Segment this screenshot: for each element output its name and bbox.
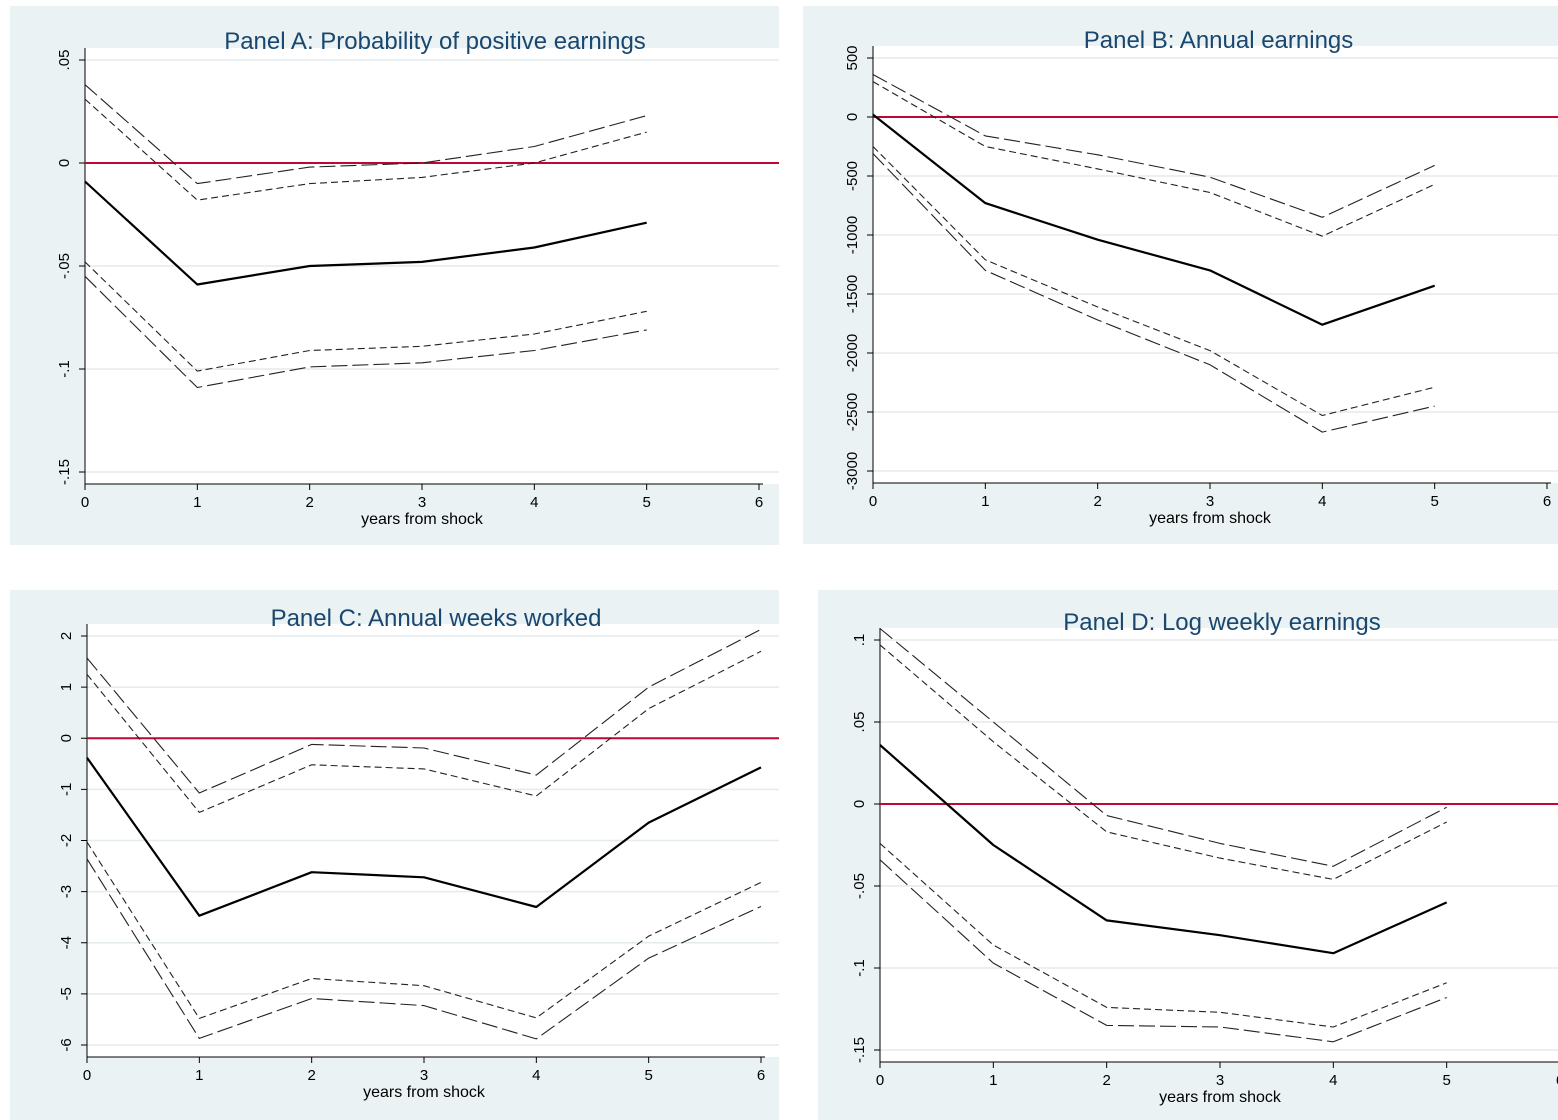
confidence-band-line: [872, 146, 1435, 417]
confidence-band-line: [872, 81, 1435, 237]
y-tick-label: -.1: [56, 360, 73, 378]
x-tick-label: 2: [1102, 1072, 1110, 1089]
panel-a: -.15 -.1 -.05 0 .05 0 1 2 3 4 5 6 years from shock Pa…: [10, 6, 779, 545]
y-tick-label: 0: [56, 159, 73, 167]
x-tick-label: 0: [869, 493, 877, 510]
y-tick-label: -.05: [56, 253, 73, 279]
y-tick-label: -1500: [844, 275, 861, 313]
y-tick-label: 0: [851, 800, 868, 808]
x-tick-label: 0: [876, 1072, 884, 1089]
y-tick-label: -6: [58, 1038, 75, 1051]
x-tick-label: 2: [307, 1067, 315, 1084]
y-tick-label: 2: [58, 632, 75, 640]
point-estimate-line: [872, 113, 1436, 326]
confidence-band-line: [879, 842, 1447, 1028]
panel-title: Panel C: Annual weeks worked: [271, 605, 602, 632]
x-tick-label: 6: [1556, 1072, 1558, 1089]
x-tick-label: 5: [644, 1067, 652, 1084]
panel-title: Panel D: Log weekly earnings: [1063, 609, 1381, 636]
panel-title: Panel A: Probability of positive earning…: [224, 28, 646, 55]
x-tick-label: 4: [532, 1067, 540, 1084]
y-tick-label: -2000: [844, 334, 861, 372]
y-tick-label: -3: [58, 885, 75, 898]
y-tick-label: -2500: [844, 393, 861, 431]
y-tick-label: -.05: [851, 873, 868, 899]
y-tick-label: -5: [58, 987, 75, 1000]
panel-c-chart: -6 -5 -4 -3 -2 -1 0 1 2 0 1 2 3 4 5 6 years from shock Pa…: [58, 605, 779, 1101]
x-axis-title: years from shock: [1149, 510, 1272, 527]
x-tick-label: 1: [195, 1067, 203, 1084]
y-tick-label: -.15: [56, 459, 73, 485]
x-tick-label: 1: [981, 493, 989, 510]
x-tick-label: 4: [1318, 493, 1326, 510]
x-tick-label: 4: [1329, 1072, 1337, 1089]
y-tick-label: .05: [56, 50, 73, 71]
x-tick-label: 6: [1543, 493, 1551, 510]
x-tick-label: 3: [418, 494, 426, 511]
y-tick-label: -1: [58, 783, 75, 796]
x-tick-label: 1: [193, 494, 201, 511]
confidence-band-line: [872, 153, 1435, 433]
plot-area: [873, 46, 1558, 483]
x-axis-title: years from shock: [361, 511, 484, 528]
point-estimate-line: [84, 180, 647, 286]
confidence-band-line: [84, 98, 647, 201]
y-tick-label: -1000: [844, 216, 861, 254]
confidence-band-line: [86, 858, 762, 1040]
confidence-band-line: [872, 74, 1435, 218]
x-tick-label: 4: [530, 494, 538, 511]
panel-d: -.15 -.1 -.05 0 .05 .1 0 1 2 3 4 5 6 years from shock…: [818, 590, 1558, 1120]
y-tick-label: .1: [851, 634, 868, 647]
confidence-band-line: [84, 275, 647, 389]
confidence-band-line: [86, 628, 762, 794]
x-tick-label: 6: [757, 1067, 765, 1084]
x-tick-label: 5: [1442, 1072, 1450, 1089]
y-tick-label: -2: [58, 834, 75, 847]
panel-d-chart: -.15 -.1 -.05 0 .05 .1 0 1 2 3 4 5 6 years from shock…: [851, 609, 1558, 1106]
x-tick-label: 0: [81, 494, 89, 511]
panel-c: -6 -5 -4 -3 -2 -1 0 1 2 0 1 2 3 4 5 6 years from shock Pa…: [10, 590, 779, 1120]
y-tick-label: -3000: [844, 452, 861, 490]
plot-area: [880, 628, 1558, 1062]
x-tick-label: 3: [1216, 1072, 1224, 1089]
x-tick-label: 2: [305, 494, 313, 511]
y-tick-label: -.1: [851, 959, 868, 977]
confidence-band-line: [879, 644, 1447, 880]
confidence-band-line: [86, 841, 762, 1019]
y-tick-label: .05: [851, 712, 868, 733]
x-tick-label: 5: [1430, 493, 1438, 510]
confidence-band-line: [879, 859, 1447, 1043]
confidence-band-line: [86, 650, 762, 813]
confidence-band-line: [84, 84, 647, 185]
x-tick-label: 2: [1093, 493, 1101, 510]
point-estimate-line: [879, 744, 1448, 955]
point-estimate-line: [86, 757, 762, 917]
y-tick-label: 0: [58, 734, 75, 742]
panel-b-chart: -3000 -2500 -2000 -1500 -1000 -500 0 500 0 1 2 3 4 5 6…: [844, 27, 1558, 527]
y-tick-label: 1: [58, 683, 75, 691]
panel-b: -3000 -2500 -2000 -1500 -1000 -500 0 500 0 1 2 3 4 5 6…: [803, 6, 1558, 544]
x-tick-label: 0: [83, 1067, 91, 1084]
confidence-band-line: [879, 628, 1447, 867]
x-tick-label: 3: [1206, 493, 1214, 510]
panel-a-chart: -.15 -.1 -.05 0 .05 0 1 2 3 4 5 6 years from shock Pa…: [56, 28, 779, 528]
y-tick-label: -4: [58, 936, 75, 949]
y-tick-label: -500: [844, 161, 861, 191]
x-tick-label: 1: [989, 1072, 997, 1089]
y-tick-label: -.15: [851, 1037, 868, 1063]
panel-title: Panel B: Annual earnings: [1084, 27, 1354, 54]
x-tick-label: 3: [420, 1067, 428, 1084]
x-axis-title: years from shock: [1159, 1089, 1282, 1106]
y-tick-label: 500: [844, 45, 861, 70]
y-tick-label: 0: [844, 113, 861, 121]
x-axis-title: years from shock: [363, 1084, 486, 1101]
x-tick-label: 6: [755, 494, 763, 511]
x-tick-label: 5: [642, 494, 650, 511]
